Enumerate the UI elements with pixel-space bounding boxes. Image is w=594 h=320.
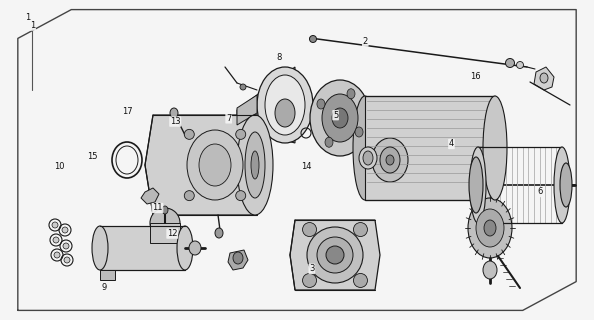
Text: 2: 2 bbox=[363, 37, 368, 46]
Ellipse shape bbox=[325, 137, 333, 147]
Ellipse shape bbox=[359, 147, 377, 169]
Polygon shape bbox=[145, 115, 265, 215]
Ellipse shape bbox=[484, 220, 496, 236]
Ellipse shape bbox=[52, 222, 58, 228]
Ellipse shape bbox=[170, 108, 178, 118]
Ellipse shape bbox=[302, 222, 317, 236]
Ellipse shape bbox=[517, 61, 523, 68]
Ellipse shape bbox=[162, 206, 168, 214]
Ellipse shape bbox=[237, 115, 273, 215]
Ellipse shape bbox=[62, 227, 68, 233]
Ellipse shape bbox=[236, 191, 246, 201]
Ellipse shape bbox=[302, 274, 317, 287]
Ellipse shape bbox=[257, 67, 313, 143]
Text: 8: 8 bbox=[276, 53, 282, 62]
Ellipse shape bbox=[363, 151, 373, 165]
Ellipse shape bbox=[353, 96, 377, 200]
Ellipse shape bbox=[310, 80, 370, 156]
Text: 17: 17 bbox=[122, 108, 133, 116]
Ellipse shape bbox=[560, 163, 572, 207]
Polygon shape bbox=[365, 96, 495, 200]
Ellipse shape bbox=[469, 157, 483, 213]
Text: 16: 16 bbox=[470, 72, 481, 81]
Text: 9: 9 bbox=[102, 284, 106, 292]
Ellipse shape bbox=[184, 129, 194, 139]
Ellipse shape bbox=[355, 127, 363, 137]
Ellipse shape bbox=[53, 237, 59, 243]
Text: 7: 7 bbox=[226, 114, 232, 123]
Ellipse shape bbox=[199, 144, 231, 186]
Text: 1: 1 bbox=[26, 13, 31, 22]
Ellipse shape bbox=[540, 73, 548, 83]
Ellipse shape bbox=[63, 243, 69, 249]
Ellipse shape bbox=[332, 108, 348, 128]
Ellipse shape bbox=[265, 75, 305, 135]
Text: 5: 5 bbox=[333, 111, 338, 120]
Ellipse shape bbox=[150, 208, 180, 238]
Text: 12: 12 bbox=[167, 229, 178, 238]
Ellipse shape bbox=[470, 147, 486, 223]
Ellipse shape bbox=[309, 36, 317, 43]
Polygon shape bbox=[290, 220, 380, 290]
Text: 6: 6 bbox=[538, 188, 544, 196]
Text: 10: 10 bbox=[54, 162, 65, 171]
Polygon shape bbox=[237, 67, 295, 143]
Ellipse shape bbox=[233, 252, 243, 264]
Ellipse shape bbox=[177, 226, 193, 270]
Ellipse shape bbox=[326, 246, 344, 264]
Ellipse shape bbox=[236, 129, 246, 139]
Ellipse shape bbox=[184, 191, 194, 201]
Ellipse shape bbox=[347, 89, 355, 99]
Ellipse shape bbox=[275, 99, 295, 127]
Text: 11: 11 bbox=[152, 204, 163, 212]
Polygon shape bbox=[534, 67, 554, 90]
Ellipse shape bbox=[386, 155, 394, 165]
Ellipse shape bbox=[64, 257, 70, 263]
Ellipse shape bbox=[353, 222, 368, 236]
Ellipse shape bbox=[251, 151, 259, 179]
Ellipse shape bbox=[353, 274, 368, 287]
Polygon shape bbox=[237, 95, 257, 125]
Polygon shape bbox=[100, 270, 115, 280]
Ellipse shape bbox=[505, 59, 514, 68]
Text: 13: 13 bbox=[170, 117, 181, 126]
Ellipse shape bbox=[54, 252, 60, 258]
Text: 15: 15 bbox=[87, 152, 97, 161]
Ellipse shape bbox=[240, 84, 246, 90]
Ellipse shape bbox=[322, 94, 358, 142]
Ellipse shape bbox=[317, 237, 353, 273]
Ellipse shape bbox=[468, 198, 512, 258]
Ellipse shape bbox=[245, 132, 265, 198]
Ellipse shape bbox=[476, 209, 504, 247]
Bar bbox=[478, 147, 562, 223]
Ellipse shape bbox=[380, 147, 400, 173]
Polygon shape bbox=[100, 226, 185, 270]
Ellipse shape bbox=[372, 138, 408, 182]
Ellipse shape bbox=[317, 99, 325, 109]
Polygon shape bbox=[141, 188, 159, 204]
Text: 1: 1 bbox=[30, 21, 35, 30]
Text: 3: 3 bbox=[309, 264, 315, 273]
Text: 4: 4 bbox=[449, 140, 454, 148]
Bar bbox=[150, 223, 180, 243]
Text: 14: 14 bbox=[301, 162, 311, 171]
Ellipse shape bbox=[215, 228, 223, 238]
Ellipse shape bbox=[307, 227, 363, 283]
Ellipse shape bbox=[187, 130, 243, 200]
Ellipse shape bbox=[483, 261, 497, 279]
Ellipse shape bbox=[483, 96, 507, 200]
Polygon shape bbox=[228, 250, 248, 270]
Ellipse shape bbox=[92, 226, 108, 270]
Ellipse shape bbox=[554, 147, 570, 223]
Ellipse shape bbox=[189, 241, 201, 255]
